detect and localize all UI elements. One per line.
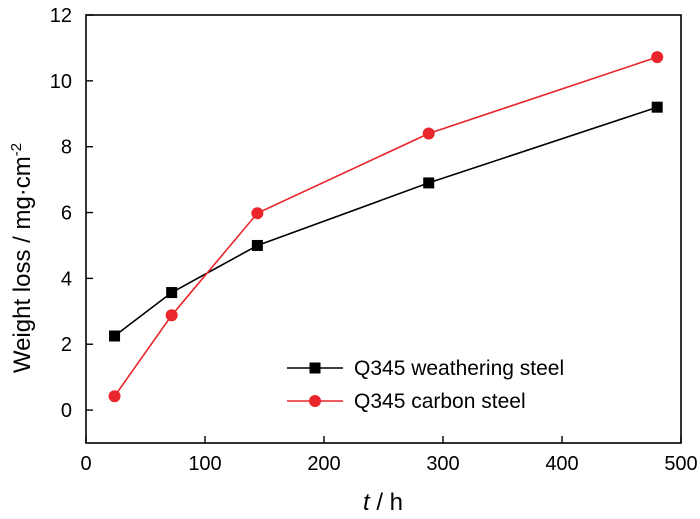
x-tick-label: 500 [664, 453, 697, 475]
series-line-1 [113, 56, 658, 397]
plot-frame [85, 14, 682, 444]
legend-marker-0 [309, 362, 321, 374]
legend-marker-1 [309, 395, 321, 407]
x-tick-label: 100 [188, 453, 221, 475]
y-tick-label: 10 [50, 71, 72, 93]
legend-label-0: Q345 weathering steel [354, 357, 564, 380]
x-tick-label: 400 [545, 453, 578, 475]
y-tick-label: 0 [61, 400, 72, 422]
data-point-series-1 [422, 127, 435, 140]
y-axis-title: Weight loss / mg·cm-2 [8, 143, 36, 373]
y-tick-label: 6 [61, 203, 72, 225]
data-point-series-1 [651, 51, 664, 64]
y-tick-label: 8 [61, 137, 72, 159]
legend-label-1: Q345 carbon steel [354, 390, 526, 413]
data-point-series-1 [165, 309, 178, 322]
data-point-series-0 [423, 177, 435, 189]
series-line-0 [114, 106, 658, 337]
data-point-series-0 [251, 239, 263, 251]
data-point-series-0 [651, 101, 663, 113]
data-point-series-0 [166, 287, 178, 299]
y-tick-label: 12 [50, 5, 72, 27]
x-axis-title: t / h [363, 489, 403, 516]
x-tick-label: 300 [426, 453, 459, 475]
y-tick-label: 4 [61, 268, 72, 290]
y-tick-label: 2 [61, 334, 72, 356]
x-tick-label: 200 [307, 453, 340, 475]
data-point-series-1 [108, 390, 121, 403]
x-tick-label: 0 [80, 453, 91, 475]
data-point-series-1 [251, 207, 264, 220]
data-point-series-0 [109, 330, 121, 342]
